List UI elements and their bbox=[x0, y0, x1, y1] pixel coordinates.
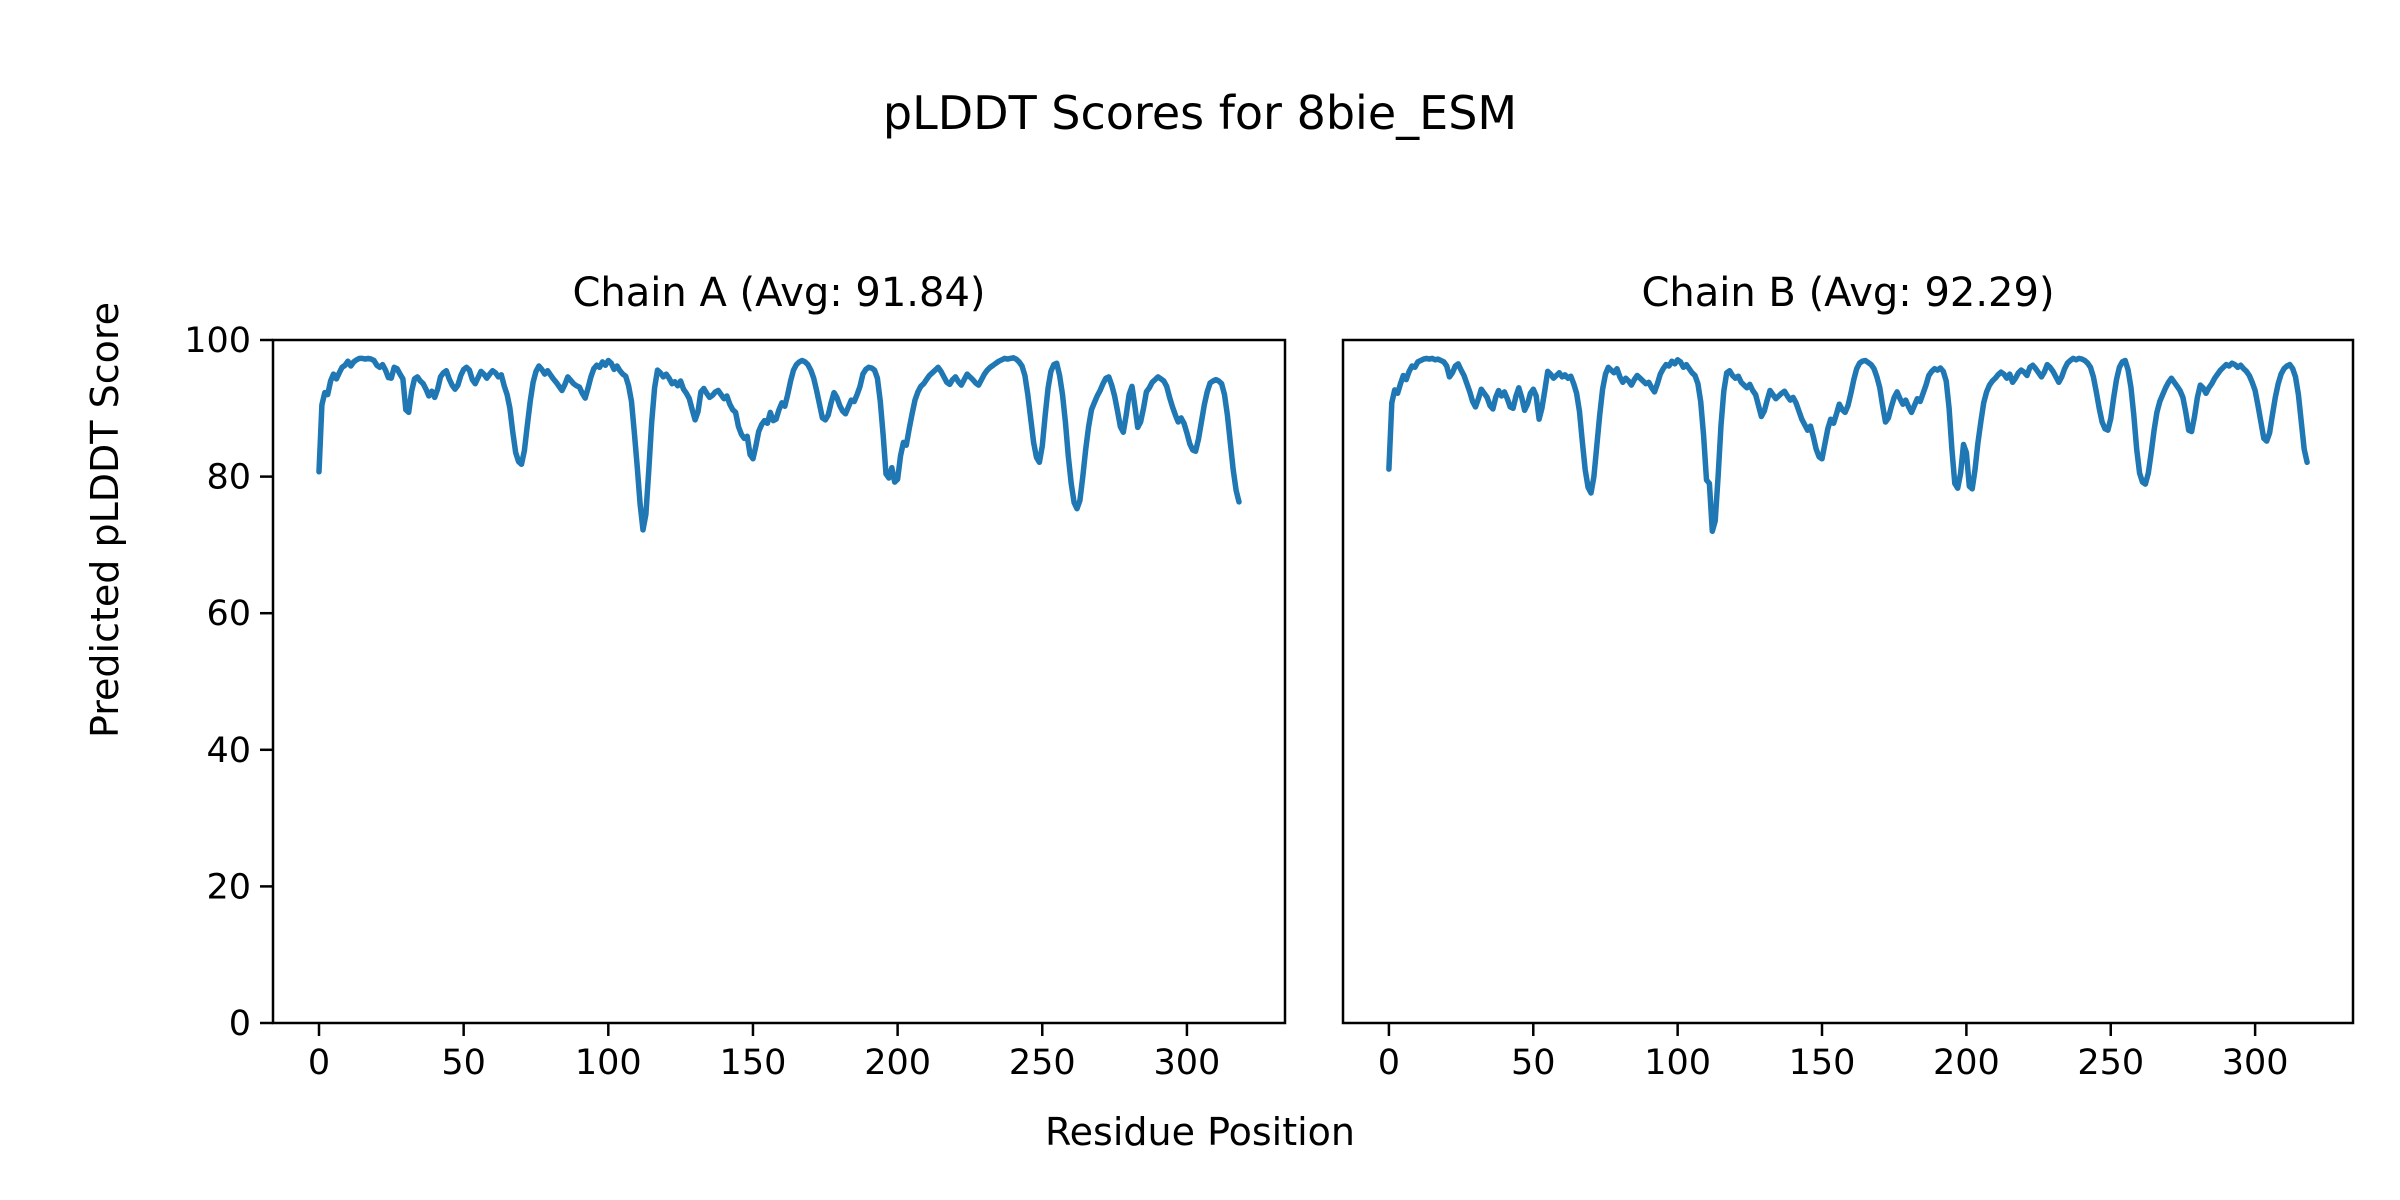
x-tick-label: 100 bbox=[575, 1043, 642, 1083]
x-axis-label: Residue Position bbox=[1044, 1110, 1356, 1154]
axes-spines bbox=[1341, 338, 2355, 1025]
x-tick-label: 150 bbox=[720, 1043, 787, 1083]
y-tick-label: 20 bbox=[206, 867, 251, 907]
x-tick-label: 250 bbox=[1009, 1043, 1076, 1083]
x-tick-label: 300 bbox=[2222, 1043, 2289, 1083]
x-tick-label: 50 bbox=[1511, 1043, 1556, 1083]
axes-spines bbox=[271, 338, 1287, 1025]
x-tick-label: 100 bbox=[1644, 1043, 1711, 1083]
y-tick-label: 40 bbox=[206, 731, 251, 771]
subplot-b-title: Chain B (Avg: 92.29) bbox=[1641, 270, 2055, 316]
x-tick-label: 300 bbox=[1154, 1043, 1221, 1083]
x-tick-label: 200 bbox=[1933, 1043, 2000, 1083]
x-tick-label: 200 bbox=[864, 1043, 931, 1083]
x-tick-label: 0 bbox=[1378, 1043, 1400, 1083]
y-tick-label: 80 bbox=[206, 458, 251, 498]
figure-title: pLDDT Scores for 8bie_ESM bbox=[882, 86, 1518, 140]
y-tick-label: 60 bbox=[206, 594, 251, 634]
x-tick-label: 150 bbox=[1789, 1043, 1856, 1083]
subplot-a-title: Chain A (Avg: 91.84) bbox=[572, 270, 986, 316]
y-tick-label: 0 bbox=[229, 1004, 251, 1044]
plddt-line-chain-A bbox=[316, 355, 1242, 533]
plddt-line-chain-B bbox=[1386, 355, 2310, 534]
x-tick-label: 50 bbox=[441, 1043, 486, 1083]
y-tick-label: 100 bbox=[184, 321, 251, 361]
x-tick-label: 0 bbox=[308, 1043, 330, 1083]
x-tick-label: 250 bbox=[2077, 1043, 2144, 1083]
